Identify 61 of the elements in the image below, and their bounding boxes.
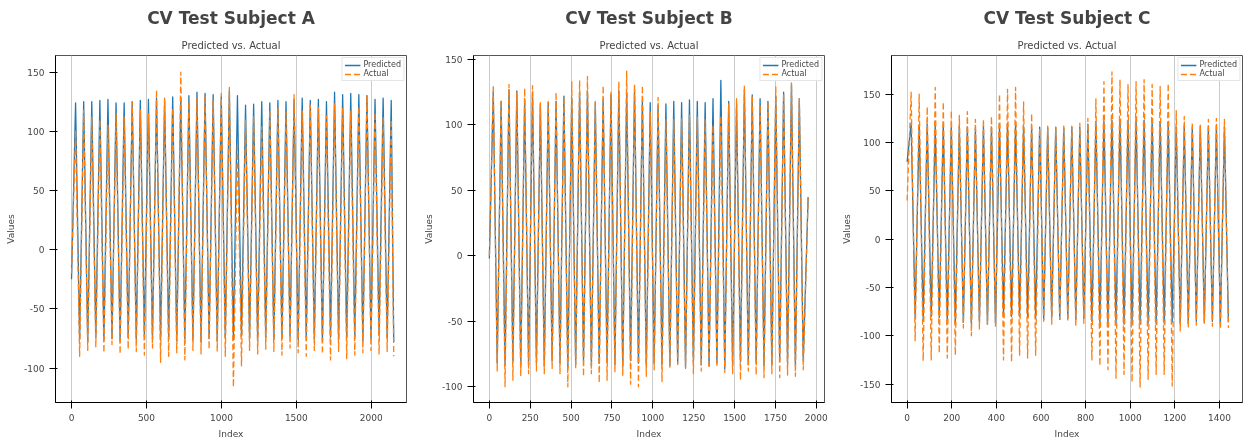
x-tick-label: 750 [603,412,621,423]
x-tick-label: 1000 [641,412,665,423]
y-tick-label: 0 [874,234,881,245]
y-tick-label: 0 [38,245,45,256]
x-tick-label: 1750 [764,412,788,423]
line-series [70,71,395,388]
x-tick-label: 400 [987,412,1006,423]
y-tick-label: 100 [863,137,881,148]
y-tick-label: -100 [24,363,45,374]
x-tick-label: 500 [137,412,156,423]
y-tick-label: -100 [860,331,881,342]
x-axis-title: Index [636,428,663,439]
legend-label: Actual [363,69,389,78]
legend-label: Predicted [781,60,819,69]
x-tick-label: 250 [521,412,540,423]
y-tick-label: 150 [445,54,463,65]
x-tick-label: 500 [562,412,580,423]
y-tick-label: 150 [27,67,45,78]
x-tick-label: 1250 [682,412,706,423]
y-tick-label: 100 [445,120,463,131]
y-tick-label: 50 [869,186,881,197]
x-tick-label: 600 [1032,412,1050,423]
chart-title: CV Test Subject B [565,7,733,28]
y-tick-label: 50 [33,186,45,197]
x-tick-label: 2000 [359,412,384,423]
chart-subtitle: Predicted vs. Actual [181,39,281,51]
x-tick-label: 1000 [209,412,234,423]
x-tick-label: 0 [486,412,493,423]
y-tick-label: -50 [29,304,45,315]
x-tick-label: 1500 [723,412,747,423]
x-tick-label: 200 [943,412,961,423]
chart-subtitle: Predicted vs. Actual [599,39,699,51]
y-tick-label: -150 [860,379,881,390]
y-tick-label: -100 [442,382,463,393]
y-tick-label: -50 [447,316,463,327]
x-tick-label: 2000 [804,412,829,423]
x-tick-label: 0 [68,412,75,423]
legend-label: Predicted [1199,60,1237,69]
y-axis-title: Values [842,213,853,244]
chart-subtitle: Predicted vs. Actual [1017,39,1117,51]
y-tick-label: 100 [27,126,45,137]
x-tick-label: 0 [904,412,911,423]
x-tick-label: 800 [1077,412,1095,423]
y-tick-label: 0 [456,251,463,262]
y-axis-title: Values [424,213,435,244]
y-tick-label: 50 [451,185,463,196]
x-tick-label: 1500 [284,412,309,423]
x-axis-title: Index [218,428,245,439]
y-tick-label: -50 [865,282,881,293]
x-tick-label: 1400 [1208,412,1232,423]
legend-label: Actual [1199,69,1225,78]
x-tick-label: 1200 [1163,412,1187,423]
x-axis-title: Index [1054,428,1081,439]
chart-title: CV Test Subject C [983,7,1151,28]
y-tick-label: 150 [863,89,881,100]
y-axis-title: Values [6,213,17,244]
legend-label: Actual [781,69,807,78]
chart-title: CV Test Subject A [147,7,316,28]
line-series [906,71,1230,388]
legend-label: Predicted [363,60,401,69]
x-tick-label: 1000 [1118,412,1142,423]
